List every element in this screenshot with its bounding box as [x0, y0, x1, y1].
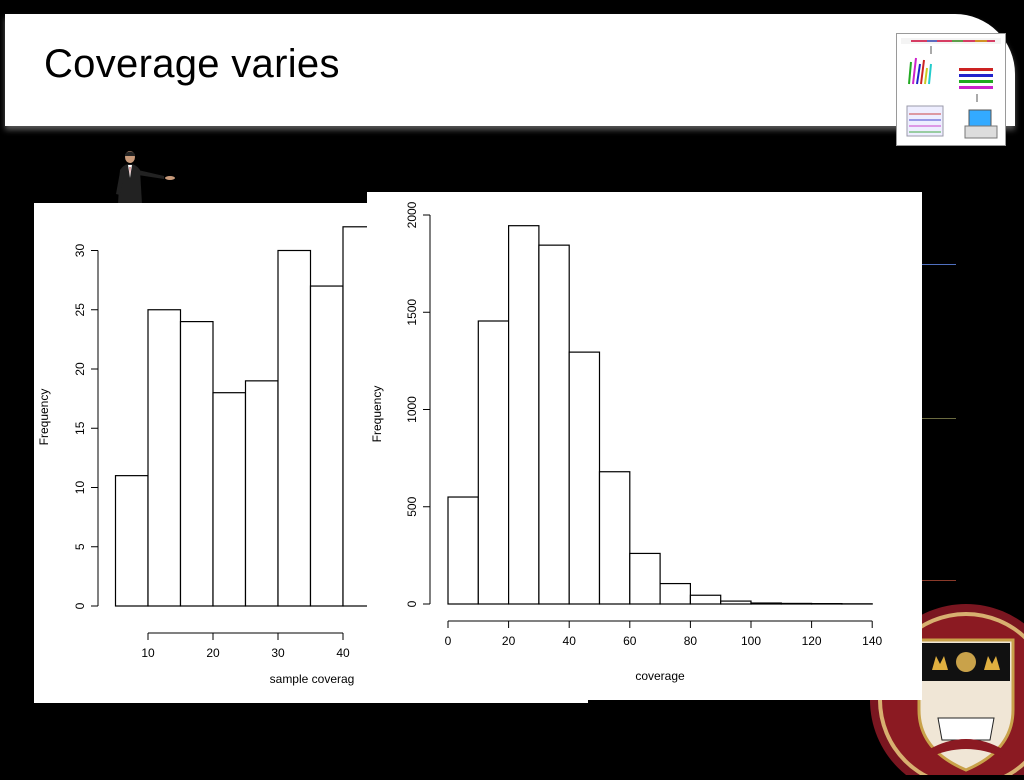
x-axis-label: coverage — [635, 669, 685, 683]
histogram-bar — [751, 603, 781, 604]
decorative-line — [918, 418, 956, 419]
histogram-bar — [278, 251, 311, 607]
x-axis-label: sample coverag — [270, 672, 355, 686]
histogram-bar — [148, 310, 181, 606]
x-tick-label: 140 — [862, 634, 882, 648]
y-tick-label: 30 — [73, 244, 87, 258]
decorative-line — [918, 264, 956, 265]
x-tick-label: 30 — [271, 646, 285, 660]
y-tick-label: 25 — [73, 303, 87, 317]
x-tick-label: 20 — [502, 634, 516, 648]
x-tick-label: 10 — [141, 646, 155, 660]
sequencing-diagram-thumbnail — [896, 33, 1006, 146]
x-tick-label: 60 — [623, 634, 637, 648]
y-tick-label: 10 — [73, 481, 87, 495]
histogram-bar — [600, 472, 630, 604]
x-tick-label: 40 — [563, 634, 577, 648]
y-tick-label: 20 — [73, 362, 87, 376]
histogram-bar — [660, 584, 690, 604]
y-axis-label: Frequency — [370, 386, 384, 443]
histogram-bar — [721, 601, 751, 604]
y-tick-label: 1000 — [405, 396, 419, 423]
histogram-bar — [509, 226, 539, 604]
y-axis-label: Frequency — [37, 389, 51, 446]
y-tick-label: 2000 — [405, 201, 419, 228]
y-tick-label: 0 — [405, 600, 419, 607]
histogram-bar — [539, 245, 569, 604]
histogram-bar — [116, 476, 149, 606]
y-tick-label: 500 — [405, 496, 419, 516]
x-tick-label: 20 — [206, 646, 220, 660]
histogram-bar — [569, 352, 599, 604]
x-tick-label: 0 — [445, 634, 452, 648]
histogram-bar — [478, 321, 508, 604]
histogram-bar — [213, 393, 246, 606]
y-tick-label: 15 — [73, 421, 87, 435]
histogram-panel-right: 0 500 1000 1500 2000 0 20 40 60 80 100 120 140 covera… — [367, 192, 922, 700]
y-tick-label: 5 — [73, 543, 87, 550]
x-tick-label: 100 — [741, 634, 761, 648]
presenter-figure-icon — [104, 148, 184, 204]
histogram-bar — [448, 497, 478, 604]
x-tick-label: 120 — [802, 634, 822, 648]
x-tick-label: 80 — [684, 634, 698, 648]
histogram-coverage: 0 500 1000 1500 2000 0 20 40 60 80 100 120 140 covera… — [367, 192, 922, 700]
decorative-line — [918, 580, 956, 581]
y-tick-label: 1500 — [405, 299, 419, 326]
slide-title: Coverage varies — [44, 42, 340, 87]
histogram-bar — [781, 603, 811, 604]
histogram-bar — [690, 595, 720, 604]
histogram-bar — [311, 286, 344, 606]
x-tick-label: 40 — [336, 646, 350, 660]
histogram-bar — [246, 381, 279, 606]
histogram-bar — [181, 322, 214, 606]
y-tick-label: 0 — [73, 602, 87, 609]
histogram-bar — [630, 553, 660, 604]
